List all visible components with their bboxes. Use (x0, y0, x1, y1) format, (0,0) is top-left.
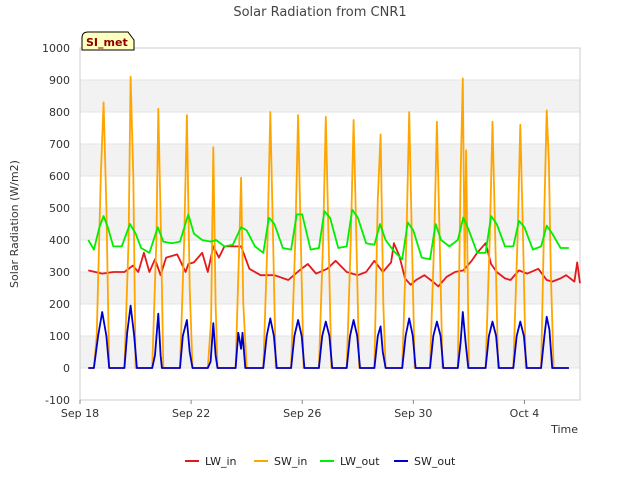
legend-item-sw-in: SW_in (254, 455, 307, 468)
grid-band (80, 80, 580, 112)
x-tick-label: Oct 4 (510, 407, 540, 420)
x-axis-ticks: Sep 18 Sep 22 Sep 26 Sep 30 Oct 4 (61, 400, 539, 420)
chart-title: Solar Radiation from CNR1 (233, 5, 406, 20)
site-badge: SI_met (81, 31, 135, 51)
legend-label: LW_out (340, 455, 380, 468)
x-axis-label: Time (550, 423, 578, 436)
x-tick-label: Sep 30 (394, 407, 432, 420)
series-line-lw-in (88, 242, 581, 288)
legend: LW_in SW_in LW_out SW_out (185, 455, 456, 468)
y-tick-label: 800 (49, 106, 70, 119)
legend-label: SW_out (414, 455, 456, 468)
plot-frame (79, 47, 581, 401)
legend-item-lw-in: LW_in (185, 455, 237, 468)
legend-item-sw-out: SW_out (394, 455, 456, 468)
x-tick-label: Sep 22 (172, 407, 210, 420)
y-tick-label: 500 (49, 202, 70, 215)
y-axis-ticks: -100 0 100 200 300 400 500 600 700 800 900 1000 (42, 42, 70, 407)
x-tick-label: Sep 18 (61, 407, 99, 420)
y-tick-label: -100 (45, 394, 70, 407)
y-tick-label: 700 (49, 138, 70, 151)
y-tick-label: 600 (49, 170, 70, 183)
series-line-lw-out (87, 208, 569, 261)
legend-label: SW_in (274, 455, 307, 468)
y-tick-label: 300 (49, 266, 70, 279)
y-tick-label: 400 (49, 234, 70, 247)
y-tick-label: 0 (63, 362, 70, 375)
y-tick-label: 900 (49, 74, 70, 87)
legend-item-lw-out: LW_out (320, 455, 380, 468)
y-tick-label: 1000 (42, 42, 70, 55)
grid-band (80, 144, 580, 176)
site-badge-label: SI_met (86, 36, 128, 49)
legend-label: LW_in (205, 455, 237, 468)
x-tick-label: Sep 26 (283, 407, 321, 420)
series-line-sw-out (88, 304, 569, 369)
y-axis-label: Solar Radiation (W/m2) (8, 160, 21, 288)
y-tick-label: 200 (49, 298, 70, 311)
y-tick-label: 100 (49, 330, 70, 343)
series-lines (87, 75, 581, 369)
